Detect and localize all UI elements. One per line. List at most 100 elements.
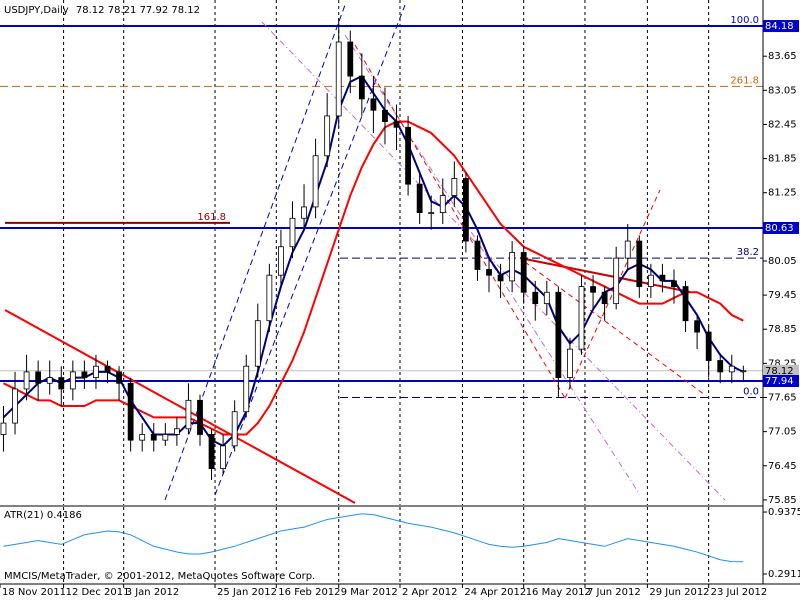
candle-body bbox=[740, 370, 747, 373]
candle-body bbox=[312, 155, 319, 208]
candle-body bbox=[555, 291, 562, 378]
level-label: 38.2 bbox=[737, 247, 759, 258]
y-tick-label: 80.05 bbox=[768, 256, 797, 267]
candle-body bbox=[705, 331, 712, 361]
candle-body bbox=[659, 274, 666, 282]
level-label: 0.0 bbox=[743, 386, 759, 397]
level-label: 261.8 bbox=[730, 75, 759, 86]
candle-body bbox=[150, 434, 157, 441]
candle-body bbox=[624, 240, 631, 259]
y-tick-label: 76.45 bbox=[768, 461, 797, 472]
candle-body bbox=[728, 365, 735, 373]
candle-body bbox=[185, 399, 192, 430]
channel-line bbox=[564, 189, 661, 399]
candle-body bbox=[694, 320, 701, 333]
price-tag-label: 84.18 bbox=[765, 21, 794, 32]
y-tick-label: 78.85 bbox=[768, 324, 797, 335]
y-tick-label: 77.65 bbox=[768, 392, 797, 403]
candle-body bbox=[462, 178, 469, 242]
candle-body bbox=[717, 360, 724, 373]
candle-body bbox=[208, 434, 215, 469]
trend-line bbox=[4, 309, 356, 504]
candle-body bbox=[486, 269, 492, 276]
candle-body bbox=[93, 365, 99, 378]
candle-body bbox=[324, 115, 331, 157]
candle-body bbox=[231, 411, 238, 447]
symbol: USDJPY,Daily bbox=[4, 5, 69, 16]
trend-line bbox=[519, 257, 691, 293]
y-tick-label: 0.9375 bbox=[768, 507, 800, 518]
indicator-value: 0.4186 bbox=[47, 510, 82, 521]
candle-body bbox=[520, 252, 527, 293]
candle-body bbox=[532, 291, 539, 305]
candle-body bbox=[301, 206, 307, 219]
candle-body bbox=[127, 382, 134, 441]
candle-body bbox=[497, 274, 504, 282]
candle-body bbox=[81, 371, 88, 378]
x-tick-label: 3 Jan 2012 bbox=[126, 587, 180, 598]
x-tick-label: 16 May 2012 bbox=[526, 587, 591, 598]
indicator-line bbox=[3, 513, 744, 563]
close-value: 78.12 bbox=[171, 5, 200, 16]
y-tick-label: 75.85 bbox=[768, 495, 797, 506]
high-value: 78.21 bbox=[108, 5, 137, 16]
x-tick-label: 12 Dec 2011 bbox=[66, 587, 130, 598]
candle-body bbox=[266, 274, 273, 322]
candle-body bbox=[474, 240, 481, 270]
y-tick-label: 81.25 bbox=[768, 188, 797, 199]
candle-body bbox=[116, 371, 122, 384]
y-tick-label: 0.2911 bbox=[768, 569, 800, 580]
candle-body bbox=[35, 371, 42, 384]
candle-body bbox=[509, 252, 516, 282]
candle-body bbox=[393, 121, 400, 128]
y-tick-label: 78.25 bbox=[768, 358, 797, 369]
candle-body bbox=[254, 320, 261, 367]
price-tag bbox=[763, 364, 799, 377]
candle-body bbox=[370, 98, 377, 111]
indicator-header: ATR(21) 0.4186 bbox=[4, 510, 82, 521]
chart-header: USDJPY,Daily 78.12 78.21 77.92 78.12 bbox=[4, 5, 200, 16]
candle-body bbox=[382, 109, 388, 123]
candle-body bbox=[289, 217, 296, 248]
candle-body bbox=[173, 428, 180, 435]
candle-body bbox=[69, 371, 76, 390]
price-tag-label: 77.94 bbox=[765, 376, 794, 387]
x-tick-label: 18 Nov 2011 bbox=[2, 587, 66, 598]
price-tag bbox=[763, 374, 799, 387]
candle-body bbox=[335, 41, 342, 117]
x-tick-label: 2 Apr 2012 bbox=[402, 587, 457, 598]
candle-body bbox=[636, 240, 643, 287]
x-tick-label: 24 Apr 2012 bbox=[464, 587, 526, 598]
indicator-title: ATR(21) bbox=[4, 510, 44, 521]
level-label: 161.8 bbox=[197, 212, 226, 223]
copyright: MMCIS/MetaTrader, © 2001-2012, MetaQuote… bbox=[4, 571, 315, 582]
candle-body bbox=[405, 126, 411, 185]
candle-body bbox=[12, 388, 18, 424]
x-tick-label: 16 Feb 2012 bbox=[278, 587, 340, 598]
candle-body bbox=[162, 434, 169, 441]
candle-body bbox=[46, 377, 53, 384]
channel-line bbox=[164, 4, 346, 501]
channel-line bbox=[354, 44, 566, 399]
candle-body bbox=[451, 178, 458, 196]
x-tick-label: 25 Jan 2012 bbox=[217, 587, 277, 598]
candle-body bbox=[613, 257, 620, 305]
x-tick-label: 29 Jun 2012 bbox=[649, 587, 709, 598]
candle-body bbox=[416, 183, 423, 214]
y-tick-label: 77.05 bbox=[768, 427, 797, 438]
candle-body bbox=[578, 286, 585, 350]
candle-body bbox=[358, 75, 365, 100]
price-tag bbox=[763, 20, 799, 33]
candle-body bbox=[278, 246, 284, 276]
channel-line bbox=[214, 4, 406, 496]
candle-body bbox=[139, 434, 146, 441]
y-tick-label: 81.85 bbox=[768, 154, 797, 165]
y-tick-label: 82.45 bbox=[768, 119, 797, 130]
candle-body bbox=[0, 422, 7, 435]
candle-body bbox=[671, 280, 677, 287]
channel-line bbox=[524, 261, 706, 396]
x-tick-label: 9 Mar 2012 bbox=[341, 587, 398, 598]
candle-body bbox=[197, 399, 203, 435]
